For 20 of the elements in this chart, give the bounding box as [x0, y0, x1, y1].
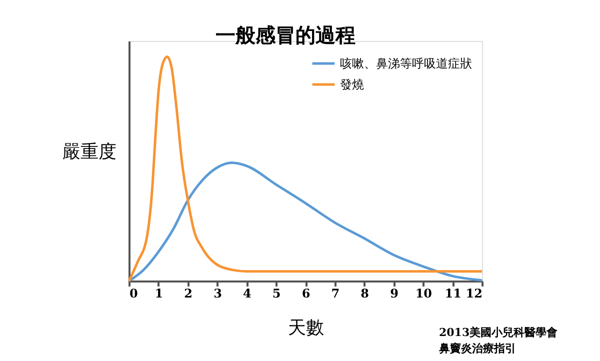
x-axis-title: 天數 — [288, 318, 324, 338]
chart-title: 一般感冒的過程 — [216, 23, 356, 47]
x-tick-label: 5 — [272, 286, 281, 300]
x-tick-label: 1 — [154, 286, 164, 300]
x-tick-label: 2 — [184, 286, 193, 300]
x-tick-label: 8 — [360, 286, 370, 300]
legend-label: 咳嗽、鼻涕等呼吸道症狀 — [340, 56, 472, 70]
text: 鼻竇炎治療指引 — [438, 342, 516, 355]
x-tick-label: 6 — [302, 286, 310, 300]
text: 2013美國小兒科醫學會 — [439, 326, 558, 339]
x-tick-label: 10 — [415, 286, 432, 300]
legend-label: 發燒 — [340, 78, 364, 92]
x-tick-label: 9 — [390, 286, 398, 300]
x-tick-label: 3 — [214, 286, 222, 300]
x-tick-label: 11 — [444, 286, 462, 300]
x-tick-label: 12 — [466, 286, 482, 300]
x-tick-label: 0 — [130, 286, 138, 300]
x-tick-label: 4 — [242, 286, 252, 300]
x-tick-label: 7 — [331, 286, 340, 300]
y-axis-title: 嚴重度 — [62, 142, 116, 162]
